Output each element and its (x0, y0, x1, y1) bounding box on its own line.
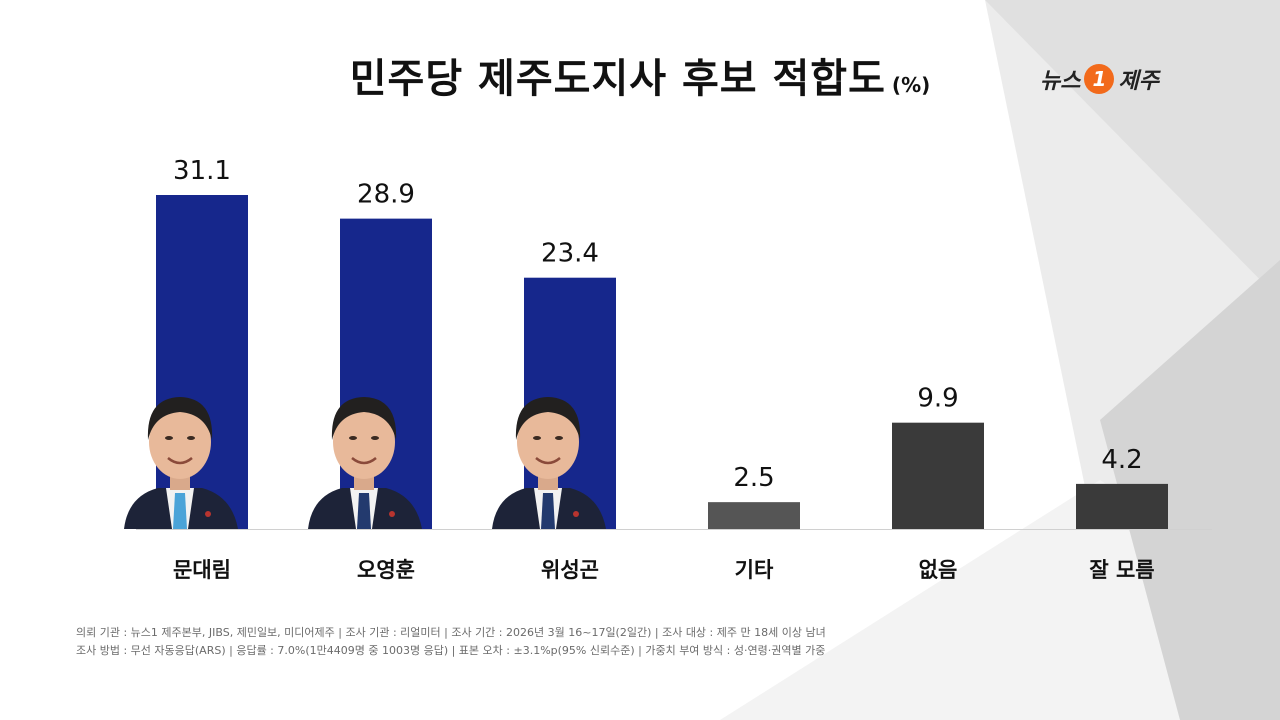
bar-2 (340, 218, 432, 529)
logo-text-right: 제주 (1118, 69, 1159, 94)
category-label-5: 없음 (919, 558, 958, 582)
category-label-2: 오영훈 (357, 558, 415, 582)
unit-label: (%) (891, 73, 931, 97)
logo-badge: 1 (1084, 64, 1115, 94)
news1-jeju-logo: 뉴스 1 제주 (1040, 62, 1159, 96)
bar-5 (892, 422, 984, 529)
footnote-line-1: 의뢰 기관 : 뉴스1 제주본부, JIBS, 제민일보, 미디어제주 | 조사… (76, 626, 826, 639)
logo-text-left: 뉴스 (1040, 69, 1081, 94)
bar-6 (1076, 483, 1168, 529)
category-label-4: 기타 (735, 558, 774, 582)
category-label-6: 잘 모름 (1089, 558, 1154, 582)
value-label-5: 9.9 (917, 384, 958, 414)
footnote-line-2: 조사 방법 : 무선 자동응답(ARS) | 응답률 : 7.0%(1만4409… (76, 644, 826, 657)
bar-chart: 31.1 문대림 28.9 오영훈 23.4 위성곤 2.5 기타 9.9 없음 4.2 잘 모름 (124, 156, 1212, 582)
candidate-portrait-1 (124, 397, 238, 529)
value-label-6: 4.2 (1101, 445, 1142, 475)
survey-footnote: 의뢰 기관 : 뉴스1 제주본부, JIBS, 제민일보, 미디어제주 | 조사… (76, 624, 1226, 660)
chart-title-container: 민주당 제주도지사 후보 적합도 (%) (0, 46, 1280, 104)
value-label-4: 2.5 (733, 463, 774, 493)
candidate-portrait-3 (492, 397, 606, 529)
category-label-1: 문대림 (173, 558, 231, 582)
value-label-2: 28.9 (357, 180, 415, 210)
bar-4 (708, 502, 800, 529)
value-label-1: 31.1 (173, 156, 231, 186)
value-label-3: 23.4 (541, 239, 599, 269)
category-label-3: 위성곤 (541, 558, 599, 582)
bar-1 (156, 195, 248, 529)
candidate-portrait-2 (308, 397, 422, 529)
chart-title: 민주당 제주도지사 후보 적합도 (349, 56, 886, 102)
